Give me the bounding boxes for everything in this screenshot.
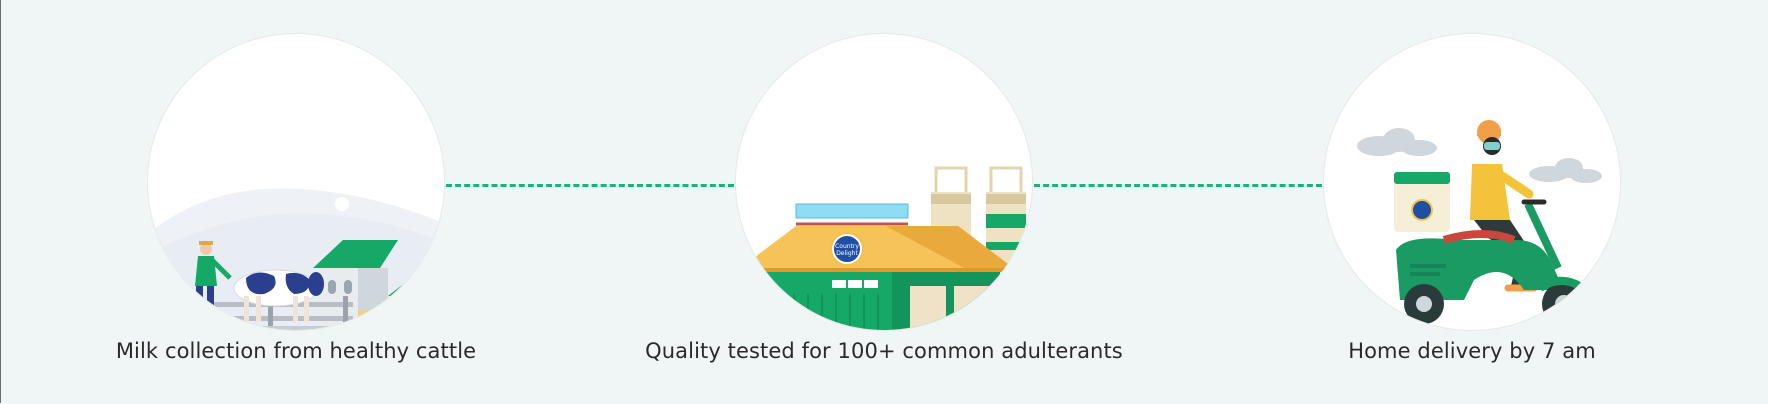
connector-line-2 <box>1034 184 1322 187</box>
step-caption: Quality tested for 100+ common adulteran… <box>645 339 1123 363</box>
step-circle <box>147 33 445 331</box>
dairy-plant-illustration <box>738 166 1026 330</box>
step-circle: Country Delight <box>735 33 1033 331</box>
brand-badge-line1: Country <box>835 243 859 250</box>
step-circle <box>1323 33 1621 331</box>
connector-line-1 <box>446 184 734 187</box>
step-milk-collection: Milk collection from healthy cattle <box>116 0 476 404</box>
step-home-delivery: Home delivery by 7 am <box>1292 0 1652 404</box>
cattle-farm-illustration <box>148 188 444 330</box>
brand-badge-line2: Delight <box>836 250 858 257</box>
step-caption: Milk collection from healthy cattle <box>115 339 477 363</box>
brand-badge: Country Delight <box>832 234 862 264</box>
step-quality-tested: Country Delight Quality tested for 100+ … <box>645 0 1123 404</box>
scooter-delivery-illustration <box>1357 120 1602 326</box>
step-caption: Home delivery by 7 am <box>1348 339 1596 363</box>
